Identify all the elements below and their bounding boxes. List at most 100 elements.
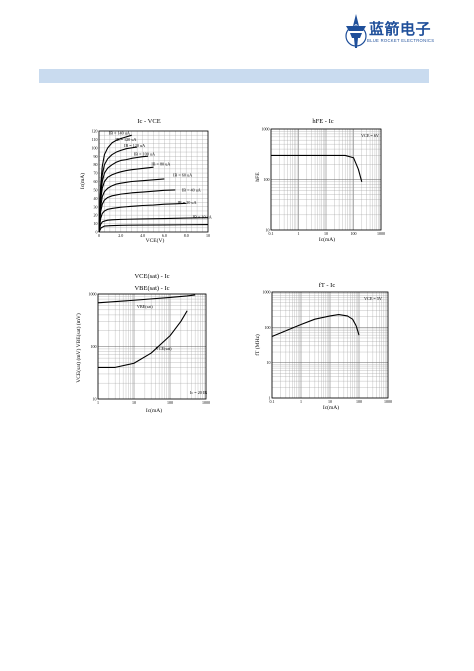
series-label: IB = 120 uA bbox=[115, 137, 136, 142]
x-tick-label: 10 bbox=[328, 399, 332, 404]
series-label: IB = 60 uA bbox=[173, 172, 192, 177]
y-axis-label: VCE(sat) (mV) VBE(sat) (mV) bbox=[75, 313, 82, 383]
y-tick-label: 90 bbox=[94, 154, 98, 159]
x-tick-label: 0.1 bbox=[270, 399, 275, 404]
y-axis-label: hFE bbox=[255, 172, 261, 182]
plot-frame bbox=[97, 293, 207, 400]
series-group bbox=[271, 154, 363, 182]
grid bbox=[270, 128, 382, 231]
y-tick-labels: 0 10 20 30 40 50 60 70 80 90 100 110 120 bbox=[92, 129, 98, 235]
series-label: IB = 40 uA bbox=[182, 188, 201, 193]
series-line bbox=[98, 146, 138, 233]
chart-title: VCE(sat) - Ic bbox=[134, 273, 169, 280]
series-line bbox=[98, 217, 209, 233]
y-tick-labels: 10 100 1000 bbox=[89, 292, 97, 402]
series-group bbox=[271, 313, 360, 338]
grid bbox=[98, 130, 209, 233]
series-label: IB = 120 uA bbox=[124, 143, 145, 148]
y-tick-label: 120 bbox=[92, 129, 98, 134]
chart-ic-vce: Ic - VCE 0 2.0 4.0 6.0 8.0 10 0 10 20 30 40 50 60 70… bbox=[79, 118, 212, 244]
grid bbox=[271, 291, 389, 399]
series-label: IB = 100 uA bbox=[134, 151, 155, 156]
y-tick-label: 70 bbox=[94, 171, 98, 176]
series-group bbox=[98, 134, 209, 233]
x-tick-label: 4.0 bbox=[140, 233, 145, 238]
y-tick-label: 10 bbox=[267, 360, 271, 365]
series-line bbox=[271, 154, 363, 182]
y-tick-label: 10 bbox=[94, 221, 98, 226]
y-tick-label: 20 bbox=[94, 213, 98, 218]
y-axis-label: Ic(mA) bbox=[79, 173, 86, 189]
x-axis-label: Ic(mA) bbox=[146, 407, 162, 414]
chart-title: fT - Ic bbox=[319, 282, 336, 289]
y-tick-label: 10 bbox=[266, 228, 270, 233]
x-tick-labels: 1 10 100 1000 bbox=[97, 400, 210, 405]
series-label: VCE(sat) bbox=[156, 346, 172, 351]
condition-label: VCE = 6V bbox=[361, 133, 379, 138]
chart-vsat-ic: VCE(sat) - Ic VBE(sat) - Ic 1 10 100 1000 1… bbox=[75, 273, 210, 414]
series-line bbox=[98, 166, 154, 233]
x-tick-label: 8.0 bbox=[184, 233, 189, 238]
y-tick-label: 1 bbox=[269, 396, 271, 401]
x-tick-label: 10 bbox=[132, 400, 136, 405]
chart-title: hFE - Ic bbox=[312, 118, 333, 125]
y-tick-label: 0 bbox=[96, 230, 98, 235]
plot-frame bbox=[271, 291, 389, 399]
chart-subtitle: VBE(sat) - Ic bbox=[134, 285, 169, 292]
chart-hfe-ic: hFE - Ic 0.1 1 10 100 1000 10 100 1000 VCE = 6… bbox=[255, 118, 386, 243]
x-tick-label: 1 bbox=[300, 399, 302, 404]
y-tick-label: 100 bbox=[265, 325, 271, 330]
series-label: IB = 20 uA bbox=[177, 200, 196, 205]
brand-name-cn: 蓝箭电子 bbox=[369, 20, 432, 38]
series-line bbox=[98, 134, 132, 233]
series-line bbox=[98, 310, 188, 368]
plot-frame bbox=[98, 130, 209, 233]
y-tick-label: 1000 bbox=[262, 127, 270, 132]
x-axis-label: Ic(mA) bbox=[319, 236, 335, 243]
x-tick-label: 0.1 bbox=[269, 231, 274, 236]
x-tick-label: 1000 bbox=[377, 231, 385, 236]
y-tick-label: 100 bbox=[92, 145, 98, 150]
series-line bbox=[271, 313, 360, 338]
y-tick-label: 40 bbox=[94, 196, 98, 201]
series-line bbox=[98, 202, 187, 233]
x-tick-labels: 0 2.0 4.0 6.0 8.0 10 bbox=[98, 233, 210, 238]
y-tick-label: 80 bbox=[94, 162, 98, 167]
y-tick-label: 110 bbox=[92, 137, 98, 142]
series-label: VBE(sat) bbox=[137, 304, 153, 309]
x-tick-label: 2.0 bbox=[118, 233, 123, 238]
section-banner bbox=[39, 69, 429, 83]
x-axis-label: VCE(V) bbox=[146, 237, 165, 244]
x-tick-labels: 0.1 1 10 100 1000 bbox=[269, 231, 386, 236]
condition-label: VCE = 5V bbox=[364, 296, 382, 301]
series-line bbox=[98, 189, 176, 233]
y-tick-label: 10 bbox=[93, 397, 97, 402]
x-axis-label: Ic(mA) bbox=[323, 404, 339, 411]
x-tick-label: 100 bbox=[356, 399, 362, 404]
series-line bbox=[98, 178, 165, 233]
plot-frame bbox=[270, 128, 382, 231]
y-tick-label: 60 bbox=[94, 179, 98, 184]
y-axis-label: fT (MHz) bbox=[254, 334, 261, 356]
series-group bbox=[97, 294, 196, 368]
series-label: IB = 140 uA bbox=[109, 130, 130, 135]
y-tick-labels: 1 10 100 1000 bbox=[263, 290, 271, 401]
series-labels: VBE(sat) VCE(sat) bbox=[137, 304, 172, 351]
series-label: IB = 80 uA bbox=[151, 162, 170, 167]
series-line bbox=[98, 155, 149, 233]
x-tick-label: 1 bbox=[97, 400, 99, 405]
x-tick-label: 100 bbox=[167, 400, 173, 405]
y-tick-label: 50 bbox=[94, 187, 98, 192]
brand-name-en: BLUE ROCKET ELECTRONICS bbox=[367, 38, 435, 43]
y-tick-label: 100 bbox=[91, 344, 97, 349]
x-tick-label: 10 bbox=[206, 233, 210, 238]
series-line bbox=[97, 294, 196, 304]
series-label: IB = 10 uA bbox=[193, 215, 212, 220]
condition-label: Ic = 20 IB bbox=[190, 390, 207, 395]
x-tick-label: 1 bbox=[298, 231, 300, 236]
grid bbox=[97, 293, 207, 400]
y-tick-label: 1000 bbox=[89, 292, 97, 297]
series-line bbox=[98, 224, 209, 233]
